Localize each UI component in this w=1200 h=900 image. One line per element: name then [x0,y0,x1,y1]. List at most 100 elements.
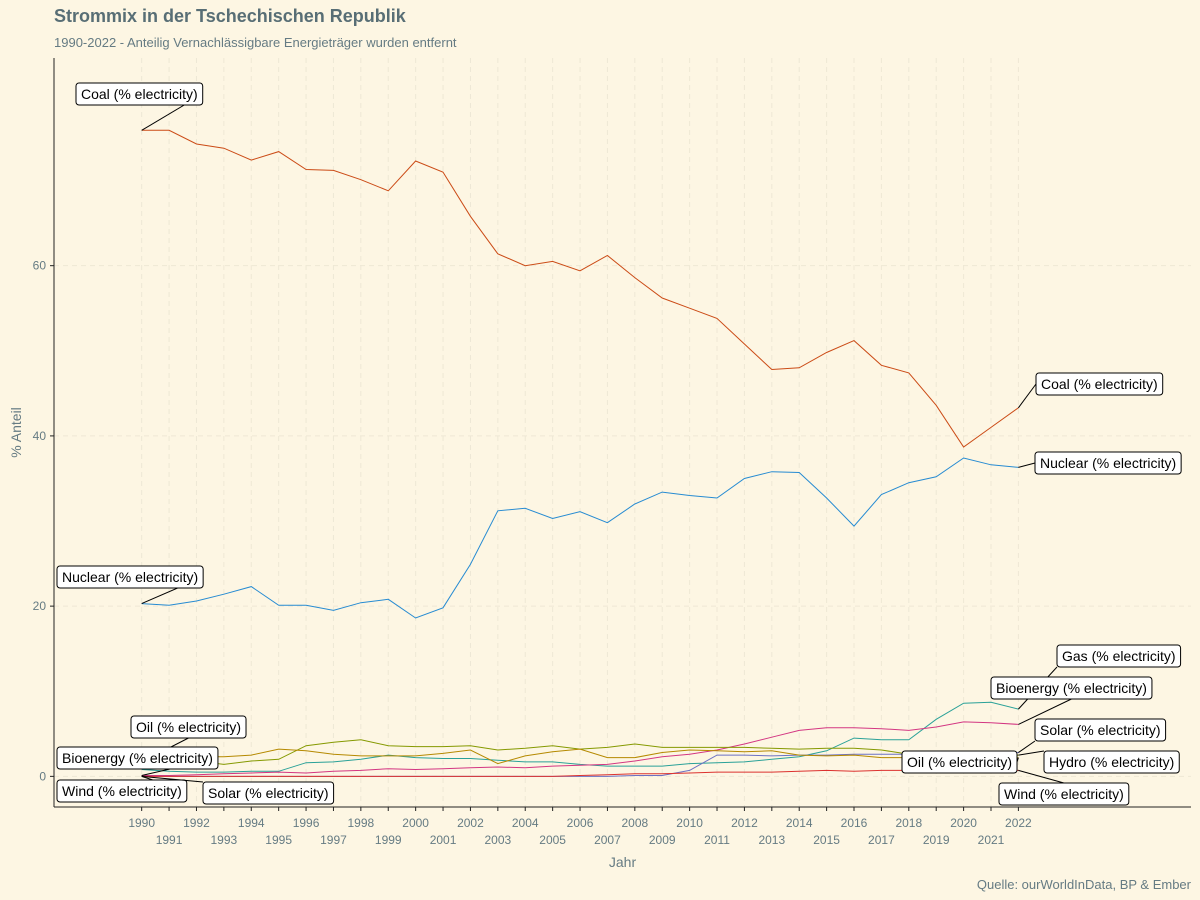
axes: 0204060199019911992199319941995199619971… [8,58,1191,870]
x-tick-label: 2013 [758,833,785,847]
label-box [1043,750,1180,774]
label-box [901,750,1018,774]
label-text: Coal (% electricity) [1041,376,1158,392]
label-connector [1017,383,1037,409]
series-line-2 [141,701,1019,773]
start-label-1: Nuclear (% electricity) [56,565,204,605]
x-tick-label: 2000 [402,816,429,830]
label-box [1034,451,1182,475]
label-box [56,746,219,770]
label-box [1034,718,1167,742]
x-tick-label: 2009 [649,833,676,847]
y-tick-label: 40 [33,429,47,443]
label-text: Solar (% electricity) [1040,722,1161,738]
source-caption: Quelle: ourWorldInData, BP & Ember [976,877,1191,892]
series-line-0 [141,129,1019,448]
end-label-5: Hydro (% electricity) [1018,750,1180,774]
label-box [56,565,204,589]
start-label-5: Solar (% electricity) [141,775,335,805]
x-tick-label: 2004 [512,816,539,830]
series-line-1 [141,457,1019,619]
x-tick-label: 2012 [731,816,758,830]
series-lines [141,129,1019,777]
end-label-1: Nuclear (% electricity) [1018,451,1182,475]
label-box [990,676,1153,700]
x-tick-label: 2007 [594,833,621,847]
label-text: Coal (% electricity) [81,86,198,102]
label-connector [1018,769,1065,784]
x-tick-label: 2005 [539,833,566,847]
label-text: Hydro (% electricity) [1049,754,1174,770]
label-connector [1018,462,1036,468]
label-text: Solar (% electricity) [208,785,329,801]
label-text: Wind (% electricity) [62,783,182,799]
end-label-3: Bioenergy (% electricity) [990,676,1153,725]
x-tick-label: 2008 [621,816,648,830]
label-text: Gas (% electricity) [1062,648,1176,664]
label-text: Bioenergy (% electricity) [62,750,213,766]
label-box [1056,644,1182,668]
series-line-3 [141,721,1019,776]
x-tick-label: 1993 [211,833,238,847]
direct-labels: Coal (% electricity) Nuclear (% electrici… [56,82,1182,806]
x-tick-label: 2010 [676,816,703,830]
label-box [75,82,204,106]
label-box [202,781,335,805]
x-tick-label: 2017 [868,833,895,847]
y-tick-label: 0 [39,769,46,783]
label-text: Nuclear (% electricity) [1040,455,1176,471]
x-tick-label: 1999 [375,833,402,847]
label-box [56,779,188,803]
start-label-3: Bioenergy (% electricity) [56,746,219,776]
chart-title: Strommix in der Tschechischen Republik [54,6,406,26]
x-tick-label: 2019 [923,833,950,847]
x-tick-label: 1992 [183,816,210,830]
series-line-6 [141,748,1019,765]
label-text: Wind (% electricity) [1004,786,1124,802]
x-tick-label: 1995 [265,833,292,847]
chart-subtitle: 1990-2022 - Anteilig Vernachlässigbare E… [54,35,457,50]
end-label-0: Coal (% electricity) [1017,372,1164,409]
label-connector [141,775,204,783]
y-tick-label: 60 [33,259,47,273]
end-label-6: Oil (% electricity) [901,750,1019,774]
x-tick-label: 1998 [348,816,375,830]
x-axis-title: Jahr [609,854,637,870]
x-tick-label: 2001 [430,833,457,847]
series-line-7 [141,769,1019,777]
label-box [1035,372,1164,396]
x-tick-label: 2018 [895,816,922,830]
x-tick-label: 2014 [786,816,813,830]
end-label-2: Gas (% electricity) [1018,644,1182,710]
x-tick-label: 2016 [841,816,868,830]
x-tick-label: 2015 [813,833,840,847]
start-label-2: Oil (% electricity) [130,715,247,763]
x-tick-label: 1994 [238,816,265,830]
y-axis-title: % Anteil [8,407,24,458]
y-tick-label: 20 [33,599,47,613]
label-text: Bioenergy (% electricity) [996,680,1147,696]
x-tick-label: 2021 [978,833,1005,847]
x-tick-label: 2002 [457,816,484,830]
x-tick-label: 2003 [484,833,511,847]
label-text: Nuclear (% electricity) [62,569,198,585]
start-label-0: Coal (% electricity) [75,82,204,131]
label-box [130,715,247,739]
label-connector [1018,750,1045,756]
x-tick-label: 1997 [320,833,347,847]
end-label-4: Solar (% electricity) [1018,718,1167,753]
start-label-4: Wind (% electricity) [56,775,188,803]
x-tick-label: 2022 [1005,816,1032,830]
x-tick-label: 2011 [704,833,730,847]
x-tick-label: 2006 [567,816,594,830]
x-tick-label: 1991 [156,833,183,847]
end-label-7: Wind (% electricity) [998,769,1130,806]
label-connector [1018,740,1036,753]
x-tick-label: 1996 [293,816,320,830]
label-text: Oil (% electricity) [136,719,241,735]
x-tick-label: 1990 [128,816,155,830]
label-box [998,782,1130,806]
label-connector [1018,698,1072,725]
label-text: Oil (% electricity) [907,754,1012,770]
